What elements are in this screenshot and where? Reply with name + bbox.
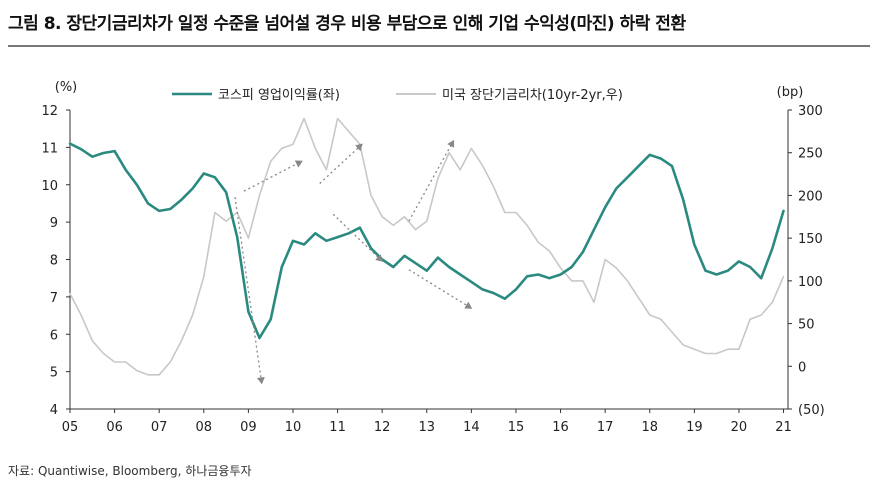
- x-tick-label: 19: [686, 420, 703, 435]
- x-tick-label: 21: [775, 420, 792, 435]
- x-tick-label: 09: [240, 420, 257, 435]
- x-tick-label: 20: [731, 420, 748, 435]
- x-tick-label: 14: [463, 420, 480, 435]
- left-tick-label: 4: [50, 403, 58, 418]
- x-tick-label: 08: [196, 420, 213, 435]
- right-tick-label: 200: [798, 189, 823, 204]
- annotation-arrow: [408, 269, 473, 309]
- annotation-arrows: [234, 139, 473, 385]
- right-tick-label: 0: [798, 360, 806, 375]
- series-line-us-yield-spread: [69, 117, 785, 376]
- x-tick-label: 12: [374, 420, 391, 435]
- annotation-arrow: [332, 213, 383, 262]
- x-tick-label: 17: [597, 420, 614, 435]
- right-tick-label: 50: [798, 318, 815, 333]
- x-tick-label: 13: [418, 420, 435, 435]
- right-tick-label: 300: [798, 104, 823, 119]
- source-note: 자료: Quantiwise, Bloomberg, 하나금융투자: [8, 464, 252, 478]
- x-tick-label: 18: [641, 420, 658, 435]
- annotation-arrow: [319, 143, 363, 184]
- annotation-arrow: [408, 139, 455, 222]
- left-tick-label: 6: [50, 328, 58, 343]
- left-tick-label: 10: [41, 179, 58, 194]
- right-tick-label: 250: [798, 147, 823, 162]
- annotation-arrow: [243, 160, 303, 192]
- line-chart: 4 5 6 7 8 9 10 11 12 (50) 0 50 100 150 200 250 300 05 06 07…: [41, 80, 824, 435]
- x-tick-label: 06: [106, 420, 123, 435]
- series-line-kospi-margin: [68, 142, 785, 340]
- left-tick-label: 12: [41, 104, 58, 119]
- x-tick-label: 15: [508, 420, 525, 435]
- x-tick-label: 05: [62, 420, 79, 435]
- right-tick-label: 100: [798, 275, 823, 290]
- right-tick-label: 150: [798, 232, 823, 247]
- annotation-arrow: [234, 197, 265, 385]
- x-tick-label: 16: [552, 420, 569, 435]
- left-axis-unit: (%): [55, 80, 78, 95]
- right-axis-unit: (bp): [777, 85, 804, 100]
- chart-title: 그림 8. 장단기금리차가 일정 수준을 넘어설 경우 비용 부담으로 인해 기…: [8, 14, 686, 34]
- legend-label: 코스피 영업이익률(좌): [218, 88, 340, 103]
- x-tick-label: 11: [329, 420, 346, 435]
- right-tick-label: (50): [798, 403, 825, 418]
- left-tick-label: 7: [50, 291, 58, 306]
- legend-label: 미국 장단기금리차(10yr-2yr,우): [442, 88, 623, 103]
- x-tick-label: 07: [151, 420, 168, 435]
- left-tick-label: 8: [50, 254, 58, 269]
- title-divider: [8, 45, 870, 47]
- axes-layer: 4 5 6 7 8 9 10 11 12 (50) 0 50 100 150 200 250 300 05 06 07…: [41, 80, 824, 435]
- left-tick-label: 5: [50, 366, 58, 381]
- legend: 코스피 영업이익률(좌) 미국 장단기금리차(10yr-2yr,우): [172, 88, 623, 103]
- x-tick-label: 10: [285, 420, 302, 435]
- left-tick-label: 11: [41, 141, 58, 156]
- left-tick-label: 9: [50, 216, 58, 231]
- series-layer: [68, 117, 785, 376]
